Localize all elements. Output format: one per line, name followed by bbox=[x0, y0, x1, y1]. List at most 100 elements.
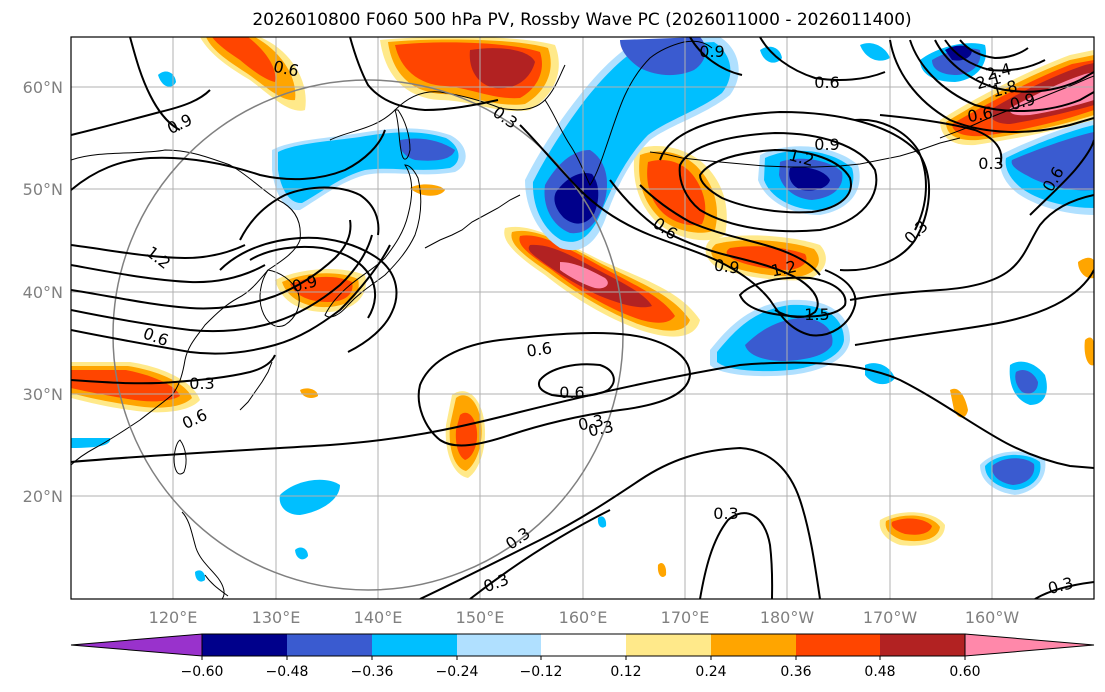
coastline-asia bbox=[71, 149, 301, 466]
coastline-taiwan bbox=[173, 439, 187, 475]
pv-contour-1.2-east-ring bbox=[698, 148, 852, 214]
coastline-aleutians bbox=[649, 137, 961, 168]
lon-tick-label: 180°W bbox=[760, 608, 815, 627]
contour-label: 0.6 bbox=[525, 338, 553, 360]
pv-contour-north-d bbox=[349, 37, 499, 112]
colorbar-segment bbox=[541, 634, 626, 656]
pv-shade bbox=[290, 276, 353, 302]
map-frame bbox=[70, 36, 1095, 600]
pv-contour-north-c bbox=[129, 37, 181, 131]
pv-contour-trough-ridge bbox=[219, 236, 398, 353]
contour-label: 0.3 bbox=[189, 374, 214, 393]
colorbar-tick-label: 0.24 bbox=[695, 664, 726, 680]
pv-shade bbox=[206, 37, 296, 101]
contour-label: 0.6 bbox=[272, 57, 301, 81]
pv-contour-north-east bbox=[759, 37, 886, 81]
pv-contour-lobe-0.3 bbox=[854, 118, 927, 231]
colorbar-tick-label: −0.48 bbox=[266, 664, 309, 680]
lon-tick-label: 130°E bbox=[252, 608, 301, 627]
coastline-philippines bbox=[181, 511, 229, 599]
pv-shade bbox=[1011, 132, 1094, 191]
lat-tick-label: 50°N bbox=[23, 180, 63, 199]
pv-contour-0.9-trough bbox=[609, 179, 819, 318]
gridlines bbox=[71, 37, 1094, 599]
pv-contour-trough-inner bbox=[249, 245, 376, 319]
pv-shade bbox=[657, 563, 667, 577]
colorbar-min-arrow bbox=[70, 633, 203, 657]
pv-shade bbox=[950, 388, 968, 418]
coastline-okhotsk bbox=[329, 64, 566, 141]
contour-label: 0.9 bbox=[814, 135, 839, 154]
lon-axis: 120°E 130°E 140°E 150°E 160°E 170°E 180°… bbox=[149, 608, 1020, 627]
lon-tick-label: 160°W bbox=[965, 608, 1020, 627]
lon-tick-label: 160°E bbox=[559, 608, 608, 627]
contour-label: 1.2 bbox=[769, 257, 798, 281]
pv-contour-alaska-4 bbox=[944, 39, 1046, 72]
coastline-japan bbox=[324, 164, 422, 318]
contour-label: 0.6 bbox=[966, 103, 994, 126]
pv-shade bbox=[300, 388, 318, 398]
coastline-kamchatka bbox=[544, 40, 713, 186]
colorbar-tick-label: −0.12 bbox=[520, 664, 563, 680]
pv-contours bbox=[71, 37, 1094, 599]
pv-shade bbox=[597, 516, 607, 528]
pv-contour-0.3-far-east bbox=[1034, 581, 1094, 599]
lon-tick-label: 170°W bbox=[863, 608, 918, 627]
pv-contour-0.3-west bbox=[71, 354, 276, 385]
contour-labels: 0.6 0.9 0.3 0.9 0.6 0.6 1.2 0.3 0.6 0.9 … bbox=[141, 42, 1076, 598]
contour-label: 1.5 bbox=[804, 305, 829, 324]
lat-tick-label: 30°N bbox=[23, 385, 63, 404]
pv-contour-far-east-0.6 bbox=[1029, 139, 1094, 216]
pv-contour-ridge-east-b bbox=[854, 269, 1094, 346]
pv-shade bbox=[469, 48, 535, 89]
pv-shade bbox=[295, 547, 308, 560]
pv-shade bbox=[789, 167, 830, 191]
contour-label: 0.9 bbox=[713, 255, 741, 277]
pv-contour-0.9-jet bbox=[71, 234, 373, 333]
pv-shade bbox=[745, 318, 833, 361]
colorbar-segment bbox=[202, 634, 287, 656]
contour-label: 0.6 bbox=[814, 73, 839, 92]
figure-title: 2026010800 F060 500 hPa PV, Rossby Wave … bbox=[252, 10, 911, 30]
coastlines bbox=[71, 40, 1094, 599]
pv-shade bbox=[1015, 370, 1038, 394]
pv-shade bbox=[891, 518, 932, 535]
colorbar-tick-label: 0.48 bbox=[864, 664, 895, 680]
pv-shade bbox=[860, 43, 890, 61]
pv-shade bbox=[410, 184, 445, 196]
contour-label: 0.6 bbox=[559, 383, 584, 402]
colorbar-outline bbox=[201, 633, 966, 657]
coastline-ryukyu bbox=[239, 361, 273, 411]
pv-contour-0.6-jet bbox=[71, 244, 391, 355]
colorbar-tick-label: 0.36 bbox=[780, 664, 811, 680]
lon-tick-label: 140°E bbox=[354, 608, 403, 627]
pv-contour-0.3-south bbox=[71, 361, 1094, 469]
lon-tick-label: 170°E bbox=[661, 608, 710, 627]
colorbar-segment bbox=[711, 634, 796, 656]
pv-contour-0.3-east bbox=[699, 512, 774, 599]
pv-shade bbox=[279, 479, 340, 515]
pv-shade bbox=[620, 37, 706, 76]
pv-contour-north-b bbox=[239, 186, 380, 241]
colorbar-segment bbox=[880, 634, 965, 656]
pv-shade bbox=[195, 570, 206, 582]
coastline-sakhalin bbox=[394, 109, 411, 160]
pv-shade bbox=[760, 46, 782, 63]
pv-shade bbox=[1084, 337, 1094, 366]
pv-contour-1.2-trough bbox=[639, 184, 821, 276]
contour-label: 0.3 bbox=[576, 411, 605, 435]
pv-contour-0.3-subtropic bbox=[419, 446, 821, 599]
pv-contour-1.2-jet bbox=[71, 219, 352, 310]
pv-contour-0.6-trough bbox=[519, 124, 857, 337]
colorbar-segment bbox=[626, 634, 711, 656]
colorbar-tick-label: −0.24 bbox=[436, 664, 479, 680]
lat-tick-label: 20°N bbox=[23, 487, 63, 506]
colorbar-tick-label: 0.12 bbox=[610, 664, 641, 680]
lon-tick-label: 150°E bbox=[456, 608, 505, 627]
coastline-korea bbox=[259, 269, 300, 327]
lat-tick-label: 60°N bbox=[23, 78, 63, 97]
pv-contour-0.6-east-ring bbox=[659, 110, 931, 272]
pv-shade bbox=[647, 159, 706, 226]
contour-label: 0.3 bbox=[713, 504, 738, 523]
lat-tick-label: 40°N bbox=[23, 283, 63, 302]
